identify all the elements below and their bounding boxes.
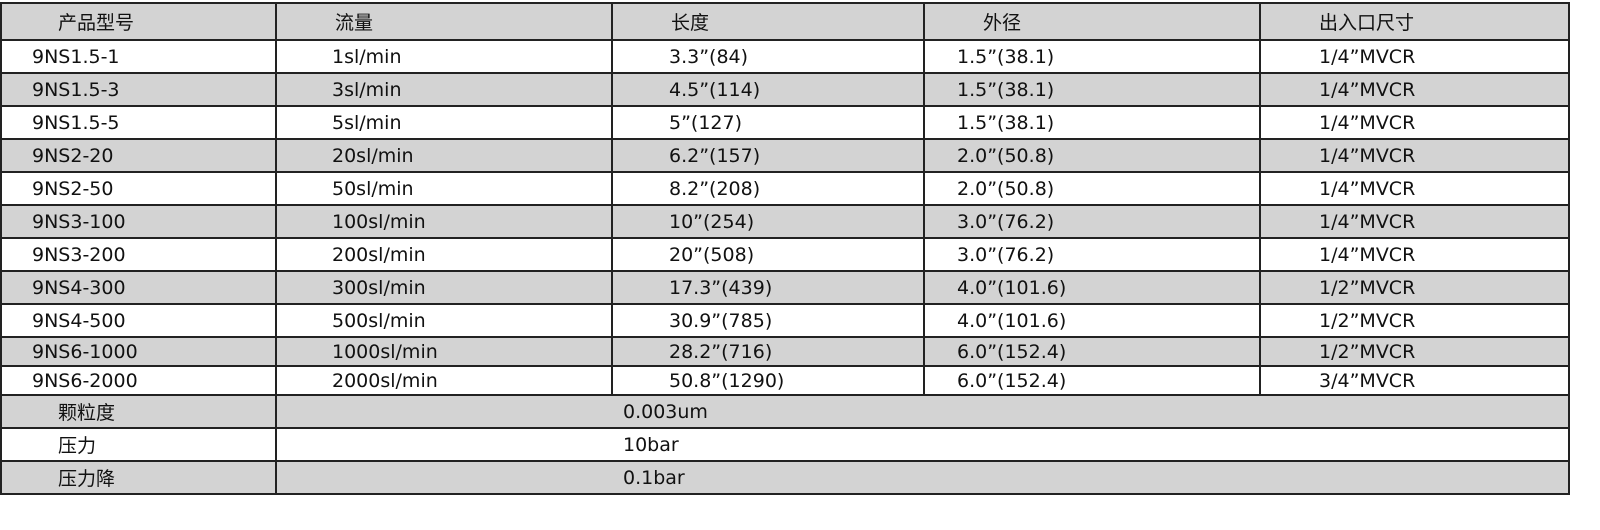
cell-outer-diameter: 6.0”(152.4) [923, 365, 1261, 396]
cell-length: 5”(127) [611, 105, 925, 140]
cell-length: 10”(254) [611, 204, 925, 239]
cell-flow: 50sl/min [275, 171, 613, 206]
cell-length: 17.3”(439) [611, 270, 925, 305]
cell-outer-diameter: 3.0”(76.2) [923, 204, 1261, 239]
cell-length: 6.2”(157) [611, 138, 925, 173]
spec-label: 压力降 [0, 460, 277, 495]
cell-flow: 100sl/min [275, 204, 613, 239]
cell-outer-diameter: 3.0”(76.2) [923, 237, 1261, 272]
cell-outer-diameter: 4.0”(101.6) [923, 270, 1261, 305]
table-row: 9NS1.5-3 3sl/min 4.5”(114) 1.5”(38.1) 1/4”MV… [0, 72, 1570, 107]
table-row: 9NS1.5-5 5sl/min 5”(127) 1.5”(38.1) 1/4”MVCR [0, 105, 1570, 140]
cell-model: 9NS4-300 [0, 270, 277, 305]
cell-outer-diameter: 1.5”(38.1) [923, 105, 1261, 140]
spec-value: 0.1bar [275, 460, 1570, 495]
table-row: 9NS2-20 20sl/min 6.2”(157) 2.0”(50.8) 1/4”MV… [0, 138, 1570, 173]
cell-length: 50.8”(1290) [611, 365, 925, 396]
cell-outer-diameter: 2.0”(50.8) [923, 171, 1261, 206]
cell-flow: 500sl/min [275, 303, 613, 338]
spec-value: 0.003um [275, 394, 1570, 429]
table-row: 9NS1.5-1 1sl/min 3.3”(84) 1.5”(38.1) 1/4”MVC… [0, 39, 1570, 74]
cell-model: 9NS4-500 [0, 303, 277, 338]
product-spec-table: 产品型号 流量 长度 外径 出入口尺寸 9NS1.5-1 1sl/min 3.3”(84) 1.… [0, 2, 1570, 495]
cell-outer-diameter: 6.0”(152.4) [923, 336, 1261, 367]
cell-outer-diameter: 4.0”(101.6) [923, 303, 1261, 338]
cell-model: 9NS2-50 [0, 171, 277, 206]
cell-outer-diameter: 2.0”(50.8) [923, 138, 1261, 173]
table-row: 9NS3-100 100sl/min 10”(254) 3.0”(76.2) 1/4”M… [0, 204, 1570, 239]
cell-model: 9NS6-1000 [0, 336, 277, 367]
cell-length: 8.2”(208) [611, 171, 925, 206]
header-row: 产品型号 流量 长度 外径 出入口尺寸 [0, 2, 1570, 41]
cell-model: 9NS1.5-3 [0, 72, 277, 107]
cell-length: 4.5”(114) [611, 72, 925, 107]
cell-flow: 3sl/min [275, 72, 613, 107]
cell-length: 30.9”(785) [611, 303, 925, 338]
cell-flow: 20sl/min [275, 138, 613, 173]
cell-model: 9NS1.5-5 [0, 105, 277, 140]
cell-port-size: 1/2”MVCR [1259, 270, 1570, 305]
cell-model: 9NS6-2000 [0, 365, 277, 396]
header-flow: 流量 [275, 2, 613, 41]
table-row: 9NS6-1000 1000sl/min 28.2”(716) 6.0”(152.4)… [0, 336, 1570, 367]
cell-port-size: 1/4”MVCR [1259, 39, 1570, 74]
cell-port-size: 3/4”MVCR [1259, 365, 1570, 396]
cell-model: 9NS3-100 [0, 204, 277, 239]
cell-model: 9NS2-20 [0, 138, 277, 173]
cell-port-size: 1/4”MVCR [1259, 204, 1570, 239]
header-model: 产品型号 [0, 2, 277, 41]
cell-model: 9NS1.5-1 [0, 39, 277, 74]
cell-port-size: 1/4”MVCR [1259, 72, 1570, 107]
cell-flow: 2000sl/min [275, 365, 613, 396]
spec-value: 10bar [275, 427, 1570, 462]
cell-flow: 200sl/min [275, 237, 613, 272]
spec-row: 颗粒度 0.003um [0, 394, 1570, 429]
cell-port-size: 1/4”MVCR [1259, 138, 1570, 173]
cell-outer-diameter: 1.5”(38.1) [923, 39, 1261, 74]
cell-flow: 1000sl/min [275, 336, 613, 367]
cell-model: 9NS3-200 [0, 237, 277, 272]
cell-port-size: 1/4”MVCR [1259, 105, 1570, 140]
cell-port-size: 1/2”MVCR [1259, 303, 1570, 338]
cell-flow: 1sl/min [275, 39, 613, 74]
header-outer-diameter: 外径 [923, 2, 1261, 41]
header-length: 长度 [611, 2, 925, 41]
spec-label: 颗粒度 [0, 394, 277, 429]
cell-port-size: 1/4”MVCR [1259, 237, 1570, 272]
cell-length: 3.3”(84) [611, 39, 925, 74]
cell-outer-diameter: 1.5”(38.1) [923, 72, 1261, 107]
header-port-size: 出入口尺寸 [1259, 2, 1570, 41]
spec-row: 压力降 0.1bar [0, 460, 1570, 495]
cell-port-size: 1/2”MVCR [1259, 336, 1570, 367]
spec-row: 压力 10bar [0, 427, 1570, 462]
cell-length: 20”(508) [611, 237, 925, 272]
cell-port-size: 1/4”MVCR [1259, 171, 1570, 206]
table-row: 9NS2-50 50sl/min 8.2”(208) 2.0”(50.8) 1/4”MV… [0, 171, 1570, 206]
cell-flow: 300sl/min [275, 270, 613, 305]
table-row: 9NS4-300 300sl/min 17.3”(439) 4.0”(101.6) 1/… [0, 270, 1570, 305]
spec-label: 压力 [0, 427, 277, 462]
cell-length: 28.2”(716) [611, 336, 925, 367]
table-row: 9NS3-200 200sl/min 20”(508) 3.0”(76.2) 1/4”M… [0, 237, 1570, 272]
cell-flow: 5sl/min [275, 105, 613, 140]
table-row: 9NS6-2000 2000sl/min 50.8”(1290) 6.0”(152.4… [0, 365, 1570, 396]
table-row: 9NS4-500 500sl/min 30.9”(785) 4.0”(101.6) 1/… [0, 303, 1570, 338]
